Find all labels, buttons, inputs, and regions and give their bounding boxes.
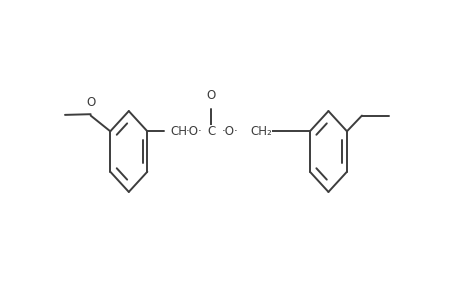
Text: O: O [86, 96, 95, 109]
Text: ·O·: ·O· [185, 125, 202, 138]
Text: CH₂: CH₂ [249, 125, 271, 138]
Text: O: O [207, 89, 216, 102]
Text: ·O·: ·O· [222, 125, 238, 138]
Text: CH₂: CH₂ [170, 125, 192, 138]
Text: C: C [207, 125, 215, 138]
